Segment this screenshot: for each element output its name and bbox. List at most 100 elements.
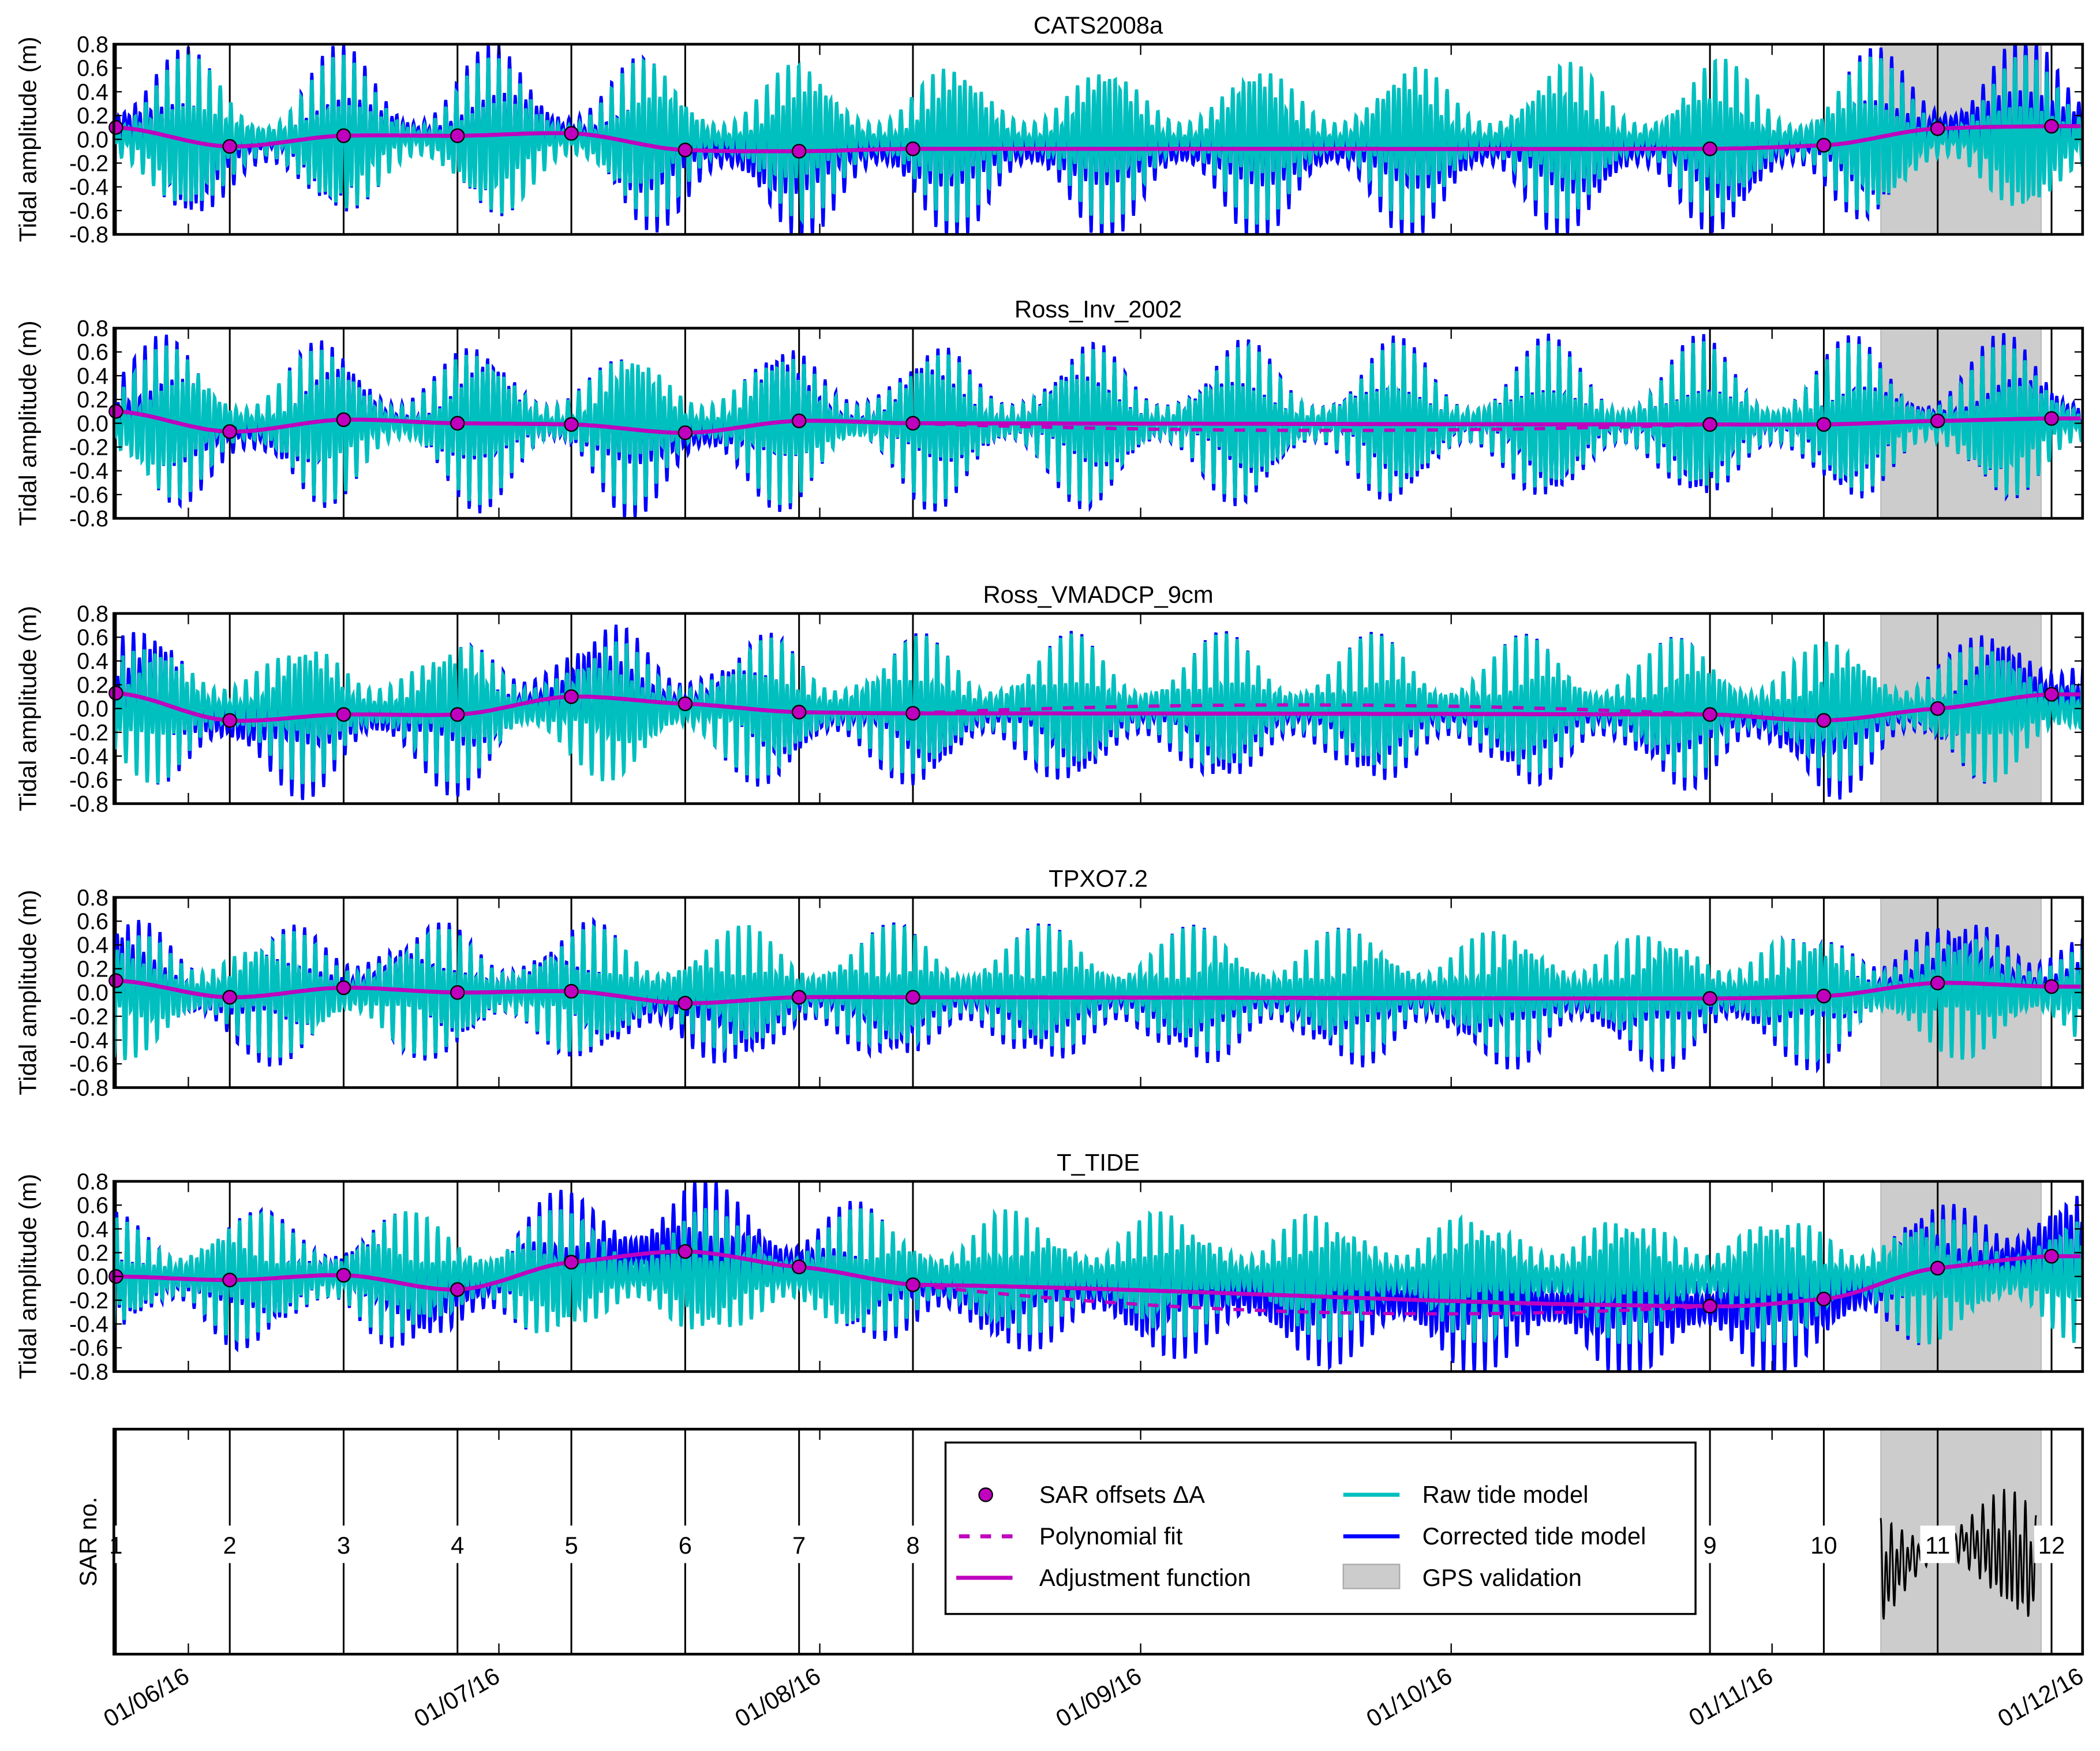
sar-offset-marker bbox=[1930, 413, 1945, 429]
sar-offset-marker bbox=[1930, 975, 1945, 991]
sar-number-label: 8 bbox=[906, 1532, 919, 1559]
sar-offset-marker bbox=[791, 413, 807, 429]
sar-offset-marker bbox=[1702, 1299, 1717, 1314]
y-tick-label: 0.4 bbox=[77, 649, 108, 674]
sar-offset-marker bbox=[336, 412, 351, 427]
sar-offset-marker bbox=[108, 404, 123, 419]
sar-offset-marker bbox=[1702, 417, 1717, 432]
y-tick-label: 0.4 bbox=[77, 80, 108, 105]
sar-offset-marker bbox=[905, 416, 920, 431]
adjustment-function-line bbox=[114, 409, 2081, 435]
y-tick-label: -0.2 bbox=[69, 435, 108, 461]
y-tick-label: -0.8 bbox=[69, 222, 108, 248]
y-tick-label: 0.2 bbox=[77, 103, 108, 129]
sar-number-label: 12 bbox=[2038, 1532, 2065, 1559]
polynomial-fit-line bbox=[912, 421, 1710, 432]
sar-number-background bbox=[789, 1525, 810, 1563]
sar-number-background bbox=[2034, 1525, 2069, 1563]
sar-number-background bbox=[675, 1525, 695, 1563]
y-tick-label: 0.2 bbox=[77, 387, 108, 413]
sar-offset-marker bbox=[791, 1259, 807, 1275]
sar-offset-marker bbox=[108, 973, 123, 988]
sar-offset-marker bbox=[336, 1267, 351, 1283]
y-tick-label: -0.2 bbox=[69, 1288, 108, 1314]
raw-tide-model-line bbox=[114, 1208, 2083, 1345]
y-tick-label: 0.8 bbox=[77, 316, 108, 342]
y-tick-label: 0.4 bbox=[77, 1217, 108, 1242]
sar-offset-marker bbox=[791, 990, 807, 1005]
sar-offset-marker bbox=[905, 706, 920, 721]
sar-offset-marker bbox=[564, 417, 579, 432]
panel-title: Ross_Inv_2002 bbox=[1015, 295, 1182, 323]
y-axis-label: Tidal amplitude (m) bbox=[14, 320, 42, 526]
y-tick-label: 0.0 bbox=[77, 981, 108, 1006]
sar-offset-marker bbox=[1930, 701, 1945, 716]
x-tick-label: 01/08/16 bbox=[730, 1662, 825, 1733]
y-axis-label: Tidal amplitude (m) bbox=[14, 606, 42, 811]
sar-offset-marker bbox=[222, 424, 237, 439]
legend-marker-icon bbox=[978, 1487, 993, 1502]
raw-tide-model-line bbox=[114, 341, 2083, 506]
sar-offset-marker bbox=[791, 705, 807, 720]
panel-series bbox=[114, 332, 2083, 519]
sar-number-background bbox=[106, 1525, 126, 1563]
y-tick-label: -0.4 bbox=[69, 175, 108, 200]
y-tick-label: -0.8 bbox=[69, 1359, 108, 1385]
adjustment-function-line bbox=[114, 978, 2081, 1005]
sar-number-label: 5 bbox=[564, 1532, 578, 1559]
sar-offset-marker bbox=[1816, 137, 1832, 153]
x-tick-label: 01/11/16 bbox=[1684, 1662, 1777, 1731]
legend-label: Polynomial fit bbox=[1039, 1522, 1183, 1550]
sar-offset-marker bbox=[1816, 417, 1832, 432]
sar-number-label: 2 bbox=[223, 1532, 237, 1559]
gps-validation-region bbox=[1880, 1428, 2042, 1655]
sar-offset-marker bbox=[1816, 989, 1832, 1004]
panel-title: T_TIDE bbox=[1057, 1148, 1140, 1176]
sar-offset-marker bbox=[677, 1244, 693, 1259]
y-tick-label: 0.2 bbox=[77, 956, 108, 982]
panel-series bbox=[114, 624, 2083, 800]
sar-offset-marker bbox=[905, 141, 920, 156]
polynomial-fit-line bbox=[912, 1283, 1710, 1316]
y-tick-label: -0.2 bbox=[69, 720, 108, 746]
y-tick-label: -0.4 bbox=[69, 1028, 108, 1053]
sar-offset-marker bbox=[677, 425, 693, 440]
sar-offset-marker bbox=[2044, 687, 2059, 702]
y-tick-label: -0.2 bbox=[69, 151, 108, 176]
polynomial-fit-line bbox=[912, 703, 1710, 716]
sar-number-background bbox=[1806, 1525, 1841, 1563]
sar-offset-marker bbox=[1930, 121, 1945, 136]
y-tick-label: 0.6 bbox=[77, 625, 108, 650]
panel-series bbox=[114, 44, 2083, 235]
panel-series bbox=[114, 916, 2083, 1074]
y-tick-label: 0.0 bbox=[77, 127, 108, 152]
legend-label: GPS validation bbox=[1423, 1564, 1582, 1591]
panel-t-tide: 0.80.60.40.20.0-0.2-0.4-0.6-0.8 T_TIDE Tid… bbox=[14, 1148, 2084, 1385]
y-tick-label: -0.6 bbox=[69, 199, 108, 224]
raw-tide-model-line bbox=[114, 53, 2083, 226]
sar-offset-marker bbox=[1816, 713, 1832, 728]
sar-offset-marker bbox=[1702, 141, 1717, 156]
y-tick-label: 0.8 bbox=[77, 32, 108, 58]
sar-offset-marker bbox=[2044, 118, 2059, 134]
panel-cats2008a: 0.80.60.40.20.0-0.2-0.4-0.6-0.8 CATS2008a… bbox=[14, 12, 2084, 248]
y-tick-label: -0.8 bbox=[69, 791, 108, 817]
sar-number-background bbox=[1920, 1525, 1955, 1563]
y-tick-label: 0.6 bbox=[77, 56, 108, 81]
y-tick-label: -0.4 bbox=[69, 459, 108, 484]
y-axis-label: Tidal amplitude (m) bbox=[14, 890, 42, 1095]
sar-offset-marker bbox=[564, 126, 579, 141]
adjustment-function-line bbox=[114, 1249, 2081, 1308]
y-axis-label: Tidal amplitude (m) bbox=[14, 1174, 42, 1379]
sar-number-background bbox=[903, 1525, 923, 1563]
sar-offset-marker bbox=[564, 689, 579, 704]
sar-offset-marker bbox=[677, 143, 693, 158]
adjustment-function-line bbox=[114, 124, 2081, 154]
y-tick-label: -0.8 bbox=[69, 1075, 108, 1101]
sar-offset-marker bbox=[564, 983, 579, 999]
panel-title: CATS2008a bbox=[1034, 12, 1163, 39]
sar-offset-marker bbox=[222, 713, 237, 728]
x-tick-label: 01/07/16 bbox=[409, 1662, 504, 1733]
sar-number-label: 3 bbox=[337, 1532, 350, 1559]
